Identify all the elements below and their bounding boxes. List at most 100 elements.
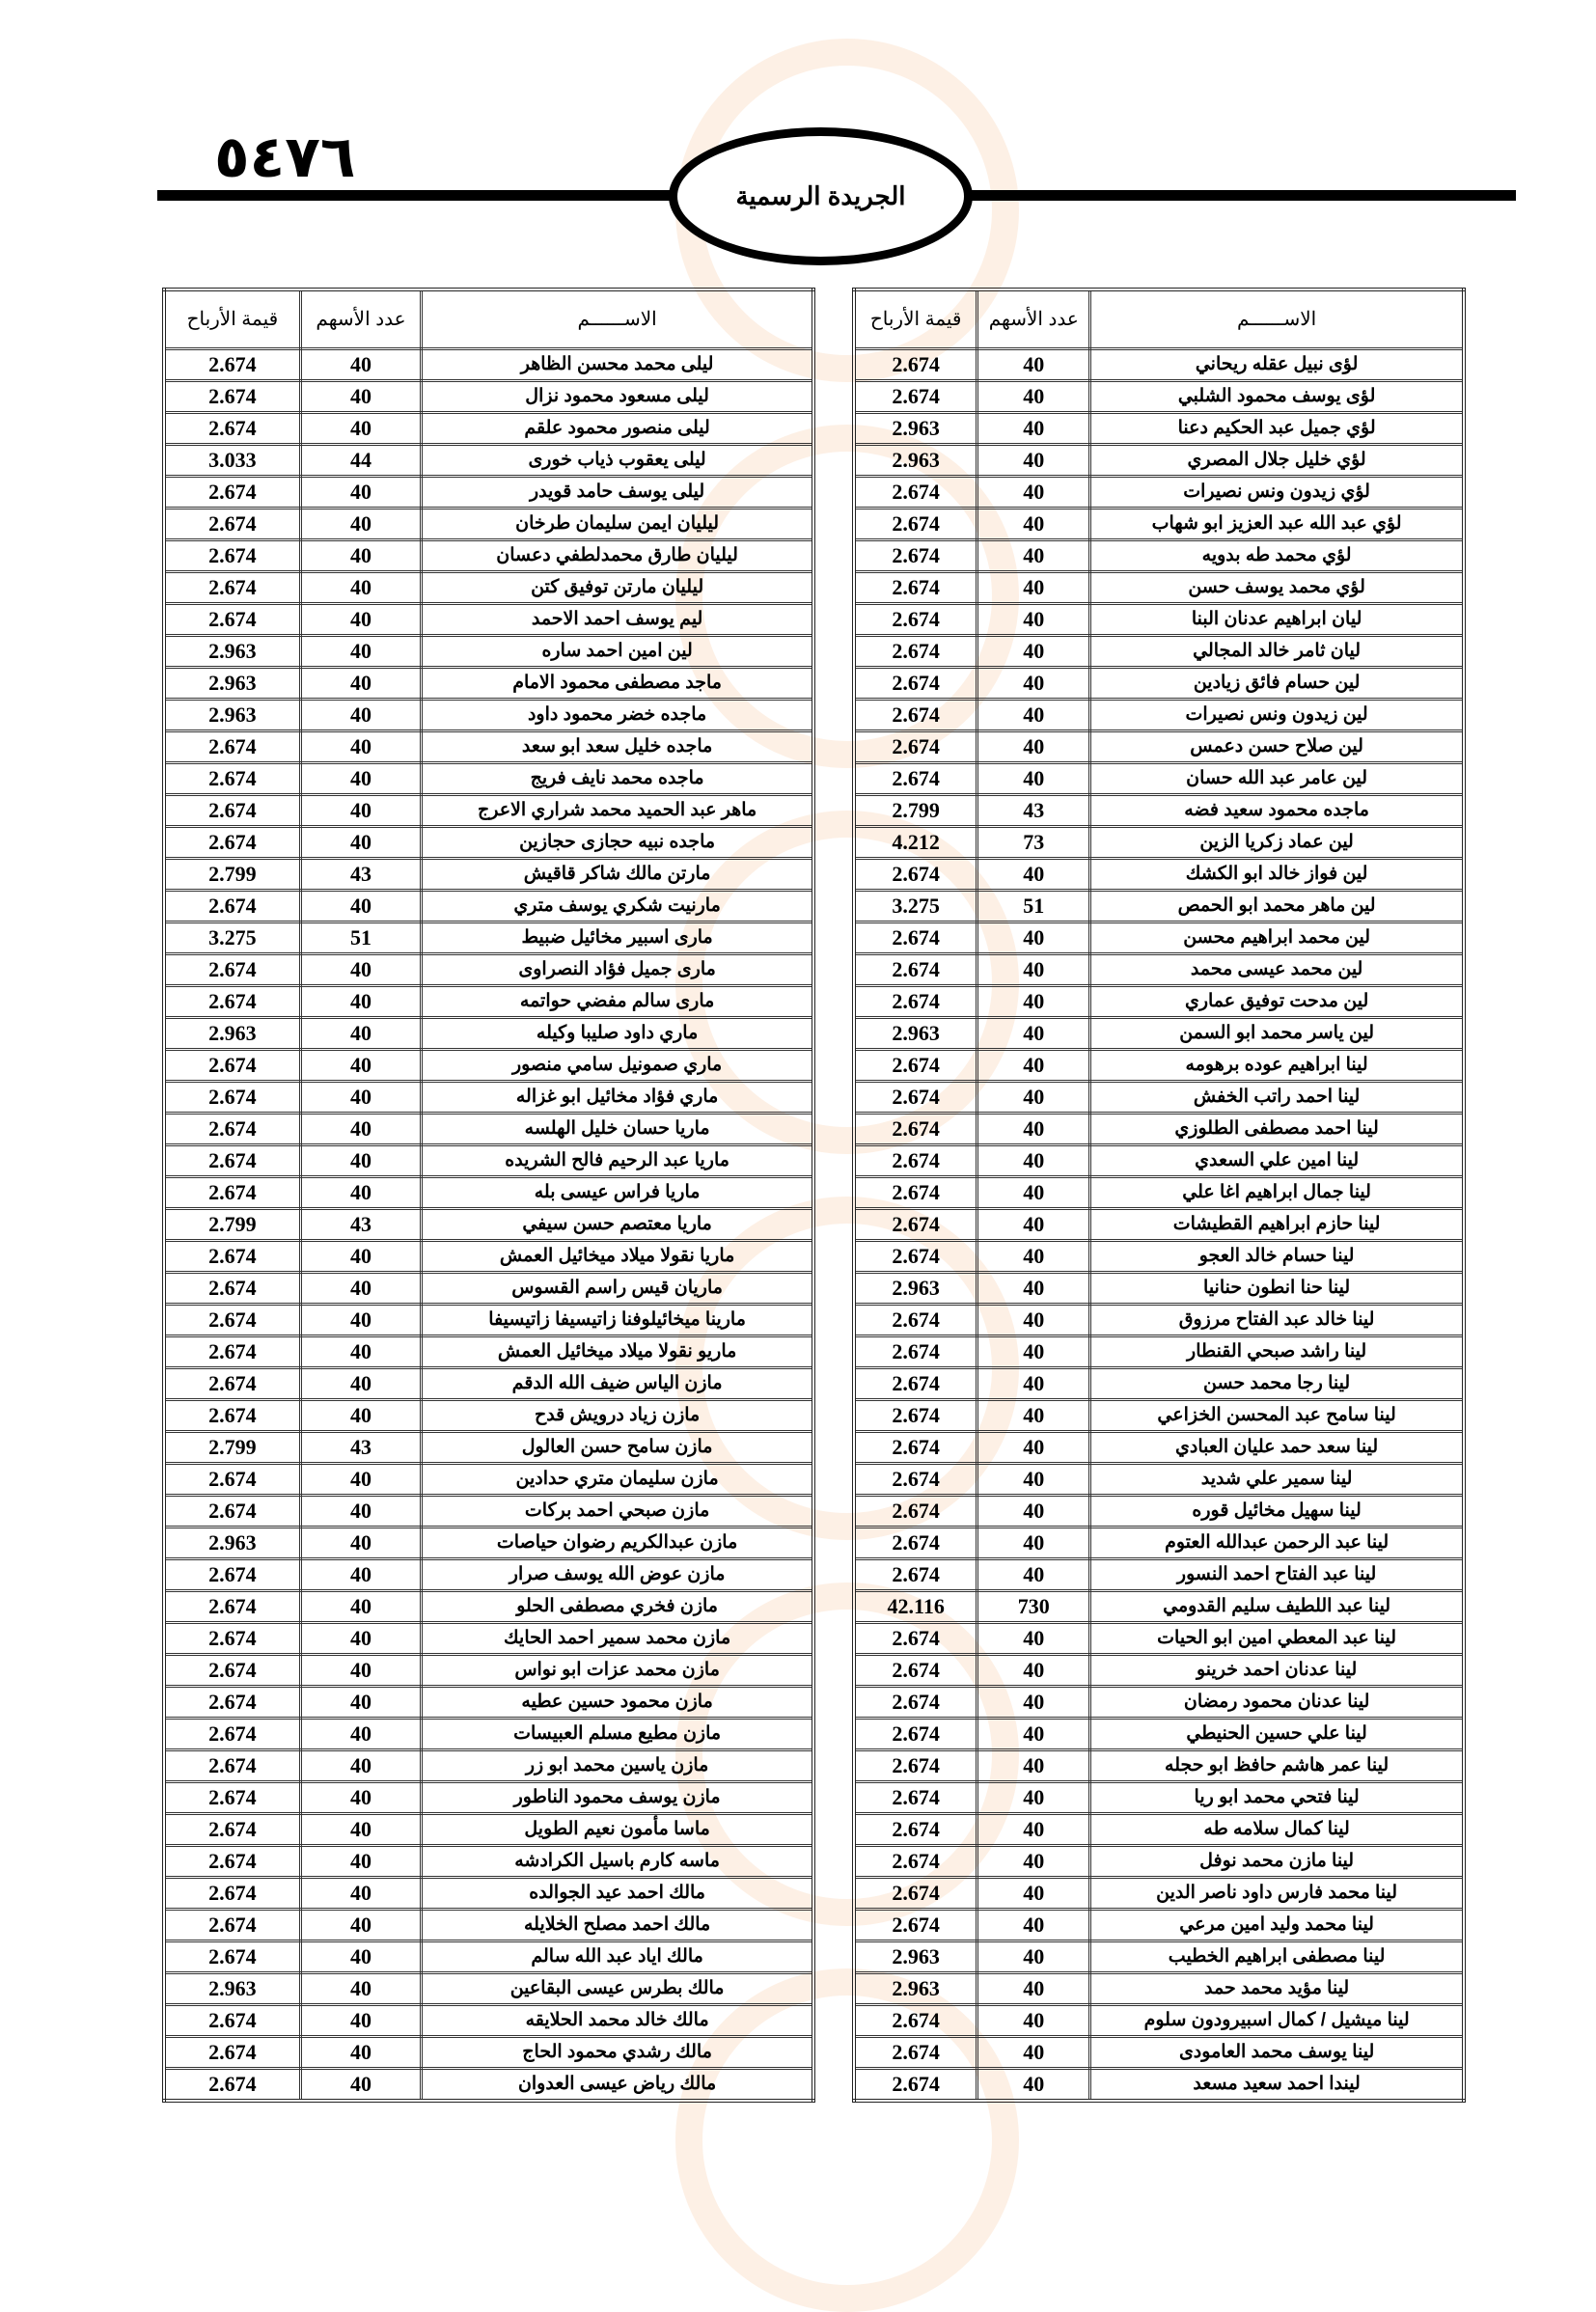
table-row: ماريا معتصم حسن سيفي 43 2.799 <box>162 1207 815 1242</box>
table-row: لؤي عبد الله عبد العزيز ابو شهاب 40 2.674 <box>852 507 1466 541</box>
share-count: 40 <box>298 793 424 828</box>
shareholder-name: مازن الياس ضيف الله الدقم <box>420 1366 815 1401</box>
share-count: 40 <box>976 952 1092 987</box>
dividend-value: 2.674 <box>852 1876 979 1911</box>
dividend-value: 2.674 <box>162 1908 302 1942</box>
share-count: 40 <box>298 1335 424 1369</box>
table-row: لينا احمد راتب الخفش 40 2.674 <box>852 1080 1466 1115</box>
table-row: مازن يوسف محمود الناطور 40 2.674 <box>162 1780 815 1815</box>
dividend-value: 2.674 <box>162 1335 302 1369</box>
dividend-value: 2.674 <box>852 729 979 764</box>
table-row: لينا عدنان محمود رمضان 40 2.674 <box>852 1685 1466 1720</box>
shareholder-name: لين عامر عبد الله حسان <box>1088 761 1466 796</box>
shareholder-name: لينا جمال ابراهيم اغا علي <box>1088 1175 1466 1210</box>
share-count: 40 <box>976 1271 1092 1306</box>
dividend-value: 2.674 <box>162 952 302 987</box>
page-number: ٥٤٧٦ <box>214 124 356 191</box>
dividend-value: 2.674 <box>162 761 302 796</box>
table-row: لينا حازم ابراهيم القطيشات 40 2.674 <box>852 1207 1466 1242</box>
share-count: 40 <box>976 729 1092 764</box>
table-row: لينا ميشيل / كمال اسبيرودون سلوم 40 2.674 <box>852 2003 1466 2038</box>
share-count: 40 <box>976 570 1092 605</box>
share-count: 40 <box>298 1112 424 1146</box>
shareholder-name: لينا سمير علي شديد <box>1088 1462 1466 1497</box>
table-row: ليم يوسف احمد الاحمد 40 2.674 <box>162 602 815 637</box>
dividend-value: 3.275 <box>852 889 979 923</box>
dividend-value: 2.674 <box>162 538 302 573</box>
dividend-value: 2.674 <box>852 1207 979 1242</box>
dividend-value: 2.674 <box>852 1366 979 1401</box>
share-count: 40 <box>976 921 1092 955</box>
table-row: ماسا مأمون نعيم الطويل 40 2.674 <box>162 1812 815 1847</box>
share-count: 40 <box>298 475 424 509</box>
shareholder-name: ليان ابراهيم عدنان البنا <box>1088 602 1466 637</box>
share-count: 40 <box>976 1876 1092 1911</box>
share-count: 40 <box>298 1589 424 1624</box>
share-count: 40 <box>298 1908 424 1942</box>
table-row: لينا عمر هاشم حافظ ابو حجله 40 2.674 <box>852 1748 1466 1783</box>
shareholder-name: لينا رجا محمد حسن <box>1088 1366 1466 1401</box>
table-row: لينا مازن محمد نوفل 40 2.674 <box>852 1844 1466 1879</box>
shareholder-name: لينا راشد صبحي القنطار <box>1088 1335 1466 1369</box>
table-row: مازن سليمان متري حدادين 40 2.674 <box>162 1462 815 1497</box>
share-count: 40 <box>976 1239 1092 1274</box>
share-count: 40 <box>298 634 424 669</box>
table-row: لينا عبد المعطي امين ابو الحيات 40 2.674 <box>852 1621 1466 1656</box>
shareholder-name: ليليان مارتن توفيق كتن <box>420 570 815 605</box>
share-count: 40 <box>976 1526 1092 1560</box>
shareholder-name: مارينا ميخائيلوفنا زاتيسيفا زاتيسيفا <box>420 1303 815 1337</box>
dividend-value: 2.674 <box>162 1366 302 1401</box>
table-row: لينا رجا محمد حسن 40 2.674 <box>852 1366 1466 1401</box>
dividend-value: 2.674 <box>162 1685 302 1720</box>
table-row: لينا راشد صبحي القنطار 40 2.674 <box>852 1335 1466 1369</box>
table-row: لين عامر عبد الله حسان 40 2.674 <box>852 761 1466 796</box>
share-count: 40 <box>976 2035 1092 2070</box>
share-count: 40 <box>976 2003 1092 2038</box>
share-count: 40 <box>976 1971 1092 2006</box>
shareholder-name: ماريا فراس عيسى بله <box>420 1175 815 1210</box>
share-count: 40 <box>298 761 424 796</box>
shareholder-name: مازن عبدالكريم رضوان حياصات <box>420 1526 815 1560</box>
shareholder-name: لين حسام فائق زيادين <box>1088 666 1466 701</box>
share-count: 40 <box>298 1621 424 1656</box>
dividend-value: 2.674 <box>162 793 302 828</box>
shareholder-name: ماسه كارم باسيل الكرادشه <box>420 1844 815 1879</box>
shareholder-name: ماجده خليل سعد ابو سعد <box>420 729 815 764</box>
table-row: لين ماهر محمد ابو الحمص 51 3.275 <box>852 889 1466 923</box>
share-count: 40 <box>976 1016 1092 1051</box>
table-row: مارى سالم مفضي حواتمه 40 2.674 <box>162 984 815 1019</box>
share-count: 51 <box>976 889 1092 923</box>
dividend-value: 2.674 <box>852 1526 979 1560</box>
dividend-value: 2.674 <box>852 570 979 605</box>
shareholder-name: لينا عمر هاشم حافظ ابو حجله <box>1088 1748 1466 1783</box>
share-count: 40 <box>976 1398 1092 1433</box>
dividend-value: 2.674 <box>162 1844 302 1879</box>
dividend-value: 2.674 <box>852 1048 979 1083</box>
share-count: 40 <box>976 857 1092 892</box>
table-row: مالك خالد محمد الحلايقه 40 2.674 <box>162 2003 815 2038</box>
dividend-value: 2.674 <box>162 1780 302 1815</box>
dividend-value: 2.674 <box>852 1335 979 1369</box>
shareholder-name: لؤي محمد يوسف حسن <box>1088 570 1466 605</box>
shareholder-name: لينا ميشيل / كمال اسبيرودون سلوم <box>1088 2003 1466 2038</box>
shareholder-name: لينا سامح عبد المحسن الخزاعي <box>1088 1398 1466 1433</box>
dividend-value: 2.963 <box>852 443 979 478</box>
dividend-value: 2.674 <box>162 2035 302 2070</box>
dividend-value: 2.674 <box>162 2067 302 2103</box>
dividend-value: 2.963 <box>852 1271 979 1306</box>
dividend-value: 2.963 <box>162 666 302 701</box>
dividend-value: 42.116 <box>852 1589 979 1624</box>
table-row: لينا علي حسين الحنيطي 40 2.674 <box>852 1717 1466 1751</box>
table-row: لين فواز خالد ابو الكشك 40 2.674 <box>852 857 1466 892</box>
shareholder-name: ليان ثامر خالد المجالي <box>1088 634 1466 669</box>
dividend-value: 2.674 <box>852 1239 979 1274</box>
shareholder-name: ماجده نبيه حجازى حجازين <box>420 825 815 860</box>
shareholder-name: لينا ابراهيم عوده برهومه <box>1088 1048 1466 1083</box>
table-row: لينا حسام خالد العجو 40 2.674 <box>852 1239 1466 1274</box>
shareholder-name: مازن محمد عزات ابو نواس <box>420 1653 815 1688</box>
share-count: 40 <box>298 1971 424 2006</box>
shareholder-name: لؤي عبد الله عبد العزيز ابو شهاب <box>1088 507 1466 541</box>
shareholder-name: لينا كمال سلامه طه <box>1088 1812 1466 1847</box>
shareholder-name: ماري فؤاد مخائيل ابو غزاله <box>420 1080 815 1115</box>
share-count: 40 <box>976 1780 1092 1815</box>
